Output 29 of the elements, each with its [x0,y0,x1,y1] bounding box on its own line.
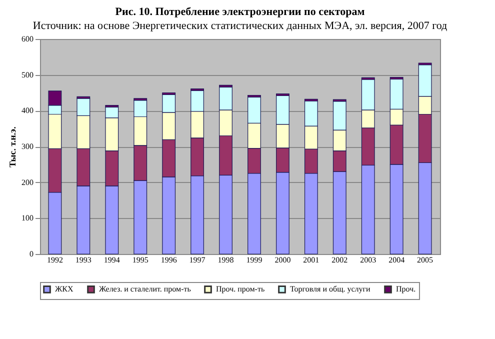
x-tick-label: 1993 [75,256,92,264]
legend-label: ЖКХ [55,284,74,294]
y-tick-label: 300 [22,142,34,151]
x-tick-label: 2000 [274,256,291,264]
x-tick-label: 1998 [218,256,234,264]
x-tick-label: 2005 [417,256,434,264]
legend-label: Проч. пром-ть [216,284,265,294]
text: Источник: на основе Энергетических статистических данных МЭА, эл. версия, 2007 год [32,20,448,32]
chart-title: Рис. 10. Потребление электроэнергии по секторам [115,6,366,18]
x-tick-label: 2003 [360,256,376,264]
x-tick-label: 1992 [46,256,63,264]
legend-label: Проч. [396,284,416,294]
y-tick-label: 500 [22,70,34,80]
x-tick-label: 1995 [132,256,148,264]
x-tick-label: 1999 [246,256,262,264]
y-axis-title: Тыс. т.н.э. [8,126,18,168]
x-tick-label: 1996 [160,256,177,264]
x-tick-label: 2001 [303,256,320,264]
legend-label: Желез. и сталелит. пром-ть [99,284,192,294]
y-tick-label: 100 [22,214,34,223]
x-tick-label: 2004 [388,256,405,264]
y-tick-label: 200 [22,178,34,187]
legend-label: Торговля и общ. услуги [290,284,372,294]
y-tick-label: 0 [30,250,34,258]
x-tick-label: 1994 [104,256,120,264]
x-tick-label: 2002 [332,256,348,264]
y-tick-label: 400 [22,106,34,116]
x-tick-label: 1997 [189,256,206,264]
y-tick-label: 600 [22,34,34,44]
